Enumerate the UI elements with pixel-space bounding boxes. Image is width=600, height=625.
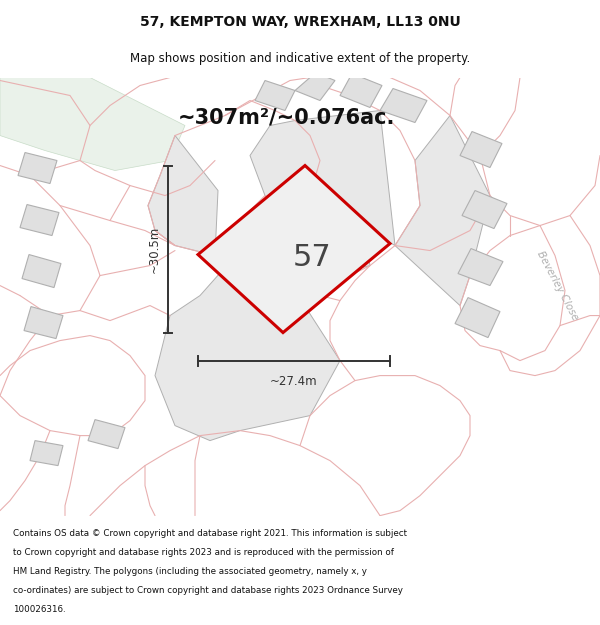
- Text: ~30.5m: ~30.5m: [148, 226, 161, 272]
- Text: to Crown copyright and database rights 2023 and is reproduced with the permissio: to Crown copyright and database rights 2…: [13, 548, 394, 557]
- Text: co-ordinates) are subject to Crown copyright and database rights 2023 Ordnance S: co-ordinates) are subject to Crown copyr…: [13, 586, 403, 595]
- Text: 57, KEMPTON WAY, WREXHAM, LL13 0NU: 57, KEMPTON WAY, WREXHAM, LL13 0NU: [140, 15, 460, 29]
- Polygon shape: [198, 166, 390, 332]
- Text: Beverley Close: Beverley Close: [535, 249, 581, 322]
- Text: ~27.4m: ~27.4m: [270, 374, 318, 388]
- Polygon shape: [460, 131, 502, 168]
- Polygon shape: [455, 298, 500, 338]
- Polygon shape: [18, 152, 57, 184]
- Text: ~307m²/~0.076ac.: ~307m²/~0.076ac.: [178, 107, 395, 127]
- Polygon shape: [458, 249, 503, 286]
- Polygon shape: [380, 89, 427, 122]
- Polygon shape: [148, 136, 218, 256]
- Polygon shape: [88, 419, 125, 449]
- Polygon shape: [24, 307, 63, 339]
- Polygon shape: [22, 254, 61, 288]
- Text: Contains OS data © Crown copyright and database right 2021. This information is : Contains OS data © Crown copyright and d…: [13, 529, 407, 538]
- Polygon shape: [250, 111, 395, 246]
- Polygon shape: [260, 181, 370, 281]
- Text: 57: 57: [293, 242, 331, 271]
- Polygon shape: [340, 74, 382, 108]
- Polygon shape: [30, 441, 63, 466]
- Polygon shape: [255, 81, 295, 111]
- Polygon shape: [462, 191, 507, 229]
- Polygon shape: [395, 116, 490, 306]
- Text: Map shows position and indicative extent of the property.: Map shows position and indicative extent…: [130, 52, 470, 64]
- Polygon shape: [20, 204, 59, 236]
- Text: HM Land Registry. The polygons (including the associated geometry, namely x, y: HM Land Registry. The polygons (includin…: [13, 567, 367, 576]
- Text: 100026316.: 100026316.: [13, 605, 66, 614]
- Polygon shape: [155, 251, 340, 441]
- Polygon shape: [0, 78, 185, 171]
- Polygon shape: [295, 71, 335, 101]
